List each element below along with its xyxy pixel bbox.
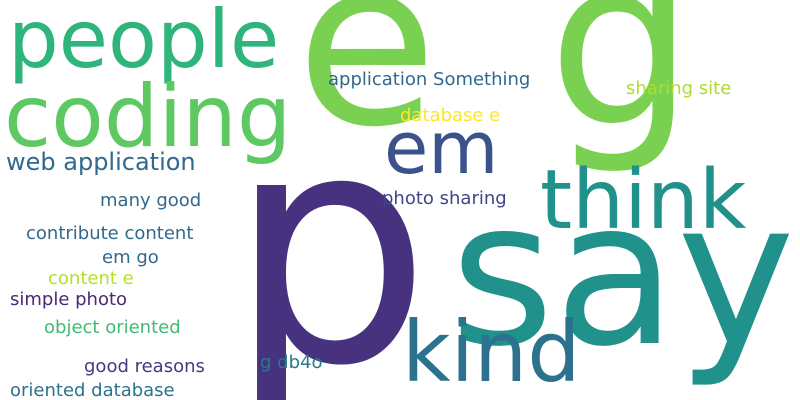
word-p: p	[228, 64, 432, 400]
word-photo-sharing: photo sharing	[382, 188, 507, 209]
word-database-e: database e	[400, 105, 501, 126]
word-g-db4o: g db4o	[260, 352, 323, 373]
word-application-something: application Something	[328, 69, 531, 90]
word-web-application: web application	[6, 148, 196, 176]
word-e: e	[296, 0, 438, 178]
word-good-reasons: good reasons	[84, 356, 205, 377]
word-em: em	[384, 106, 499, 190]
word-oriented-database: oriented database	[10, 380, 175, 400]
word-people: people	[8, 0, 280, 86]
word-sharing-site: sharing site	[626, 78, 732, 99]
word-coding: coding	[4, 67, 292, 167]
word-content-e: content e	[48, 268, 134, 289]
word-kind: kind	[402, 303, 581, 400]
word-g: g	[548, 0, 694, 178]
word-many-good: many good	[100, 190, 202, 211]
word-object-oriented: object oriented	[44, 317, 181, 338]
word-contribute-content: contribute content	[26, 223, 194, 244]
word-say: say	[450, 158, 796, 391]
word-think: think	[540, 153, 747, 248]
word-simple-photo: simple photo	[10, 289, 128, 310]
word-em-go: em go	[102, 247, 159, 268]
